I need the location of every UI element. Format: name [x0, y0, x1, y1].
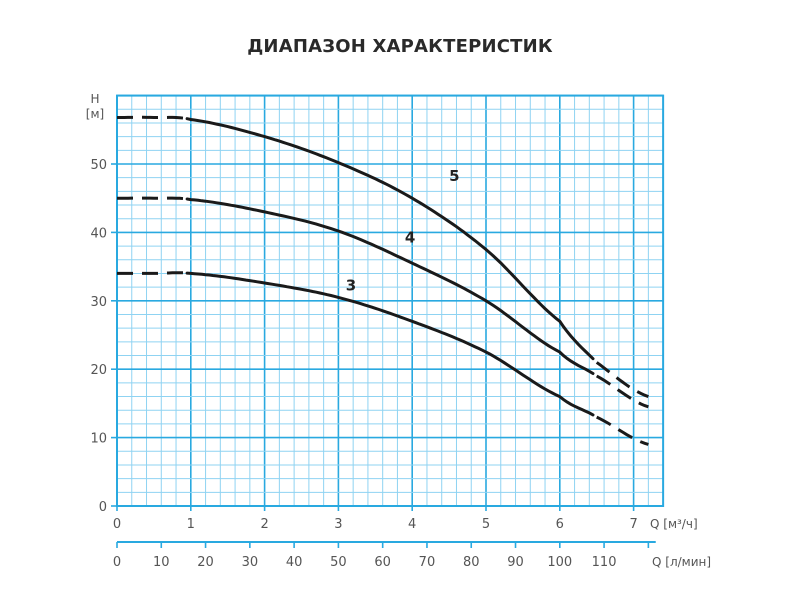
x2-tick-label: 90 [507, 555, 524, 570]
x2-tick-label: 50 [330, 555, 347, 570]
y-tick-label: 20 [90, 363, 107, 378]
x2-tick-label: 110 [592, 555, 617, 570]
curve-3: 3 [117, 271, 649, 446]
x-tick-label: 1 [187, 517, 195, 532]
curve-label: 5 [449, 167, 459, 185]
curve-label: 3 [346, 277, 356, 295]
grid [116, 94, 665, 507]
curve-label: 4 [405, 229, 415, 247]
y-tick-label: 30 [90, 295, 107, 310]
y-axis-unit: [м] [86, 107, 104, 121]
x-tick-label: 6 [556, 517, 564, 532]
x-tick-label: 3 [334, 517, 342, 532]
x-tick-label: 7 [629, 517, 637, 532]
x2-tick-label: 60 [374, 555, 391, 570]
y-tick-label: 50 [90, 158, 107, 173]
curve-5: 5 [117, 115, 649, 399]
x2-tick-label: 100 [547, 555, 572, 570]
x-tick-label: 0 [113, 517, 121, 532]
x-tick-label: 5 [482, 517, 490, 532]
x-axis-label: Q [м³/ч] [650, 517, 698, 531]
x2-tick-label: 0 [113, 555, 121, 570]
x-tick-label: 4 [408, 517, 416, 532]
x2-tick-label: 80 [463, 555, 480, 570]
curve-4: 4 [117, 196, 649, 409]
chart-title: ДИАПАЗОН ХАРАКТЕРИСТИК [247, 36, 553, 57]
x2-tick-label: 20 [197, 555, 214, 570]
x2-axis-label: Q [л/мин] [652, 555, 711, 569]
y-tick-label: 0 [99, 500, 107, 515]
x2-tick-label: 40 [286, 555, 303, 570]
x2-tick-label: 10 [153, 555, 170, 570]
x2-tick-label: 30 [242, 555, 259, 570]
y-axis-label: H [90, 92, 99, 106]
y-tick-label: 10 [90, 432, 107, 447]
x-tick-label: 2 [260, 517, 268, 532]
x2-tick-label: 70 [419, 555, 436, 570]
y-tick-label: 40 [90, 226, 107, 241]
